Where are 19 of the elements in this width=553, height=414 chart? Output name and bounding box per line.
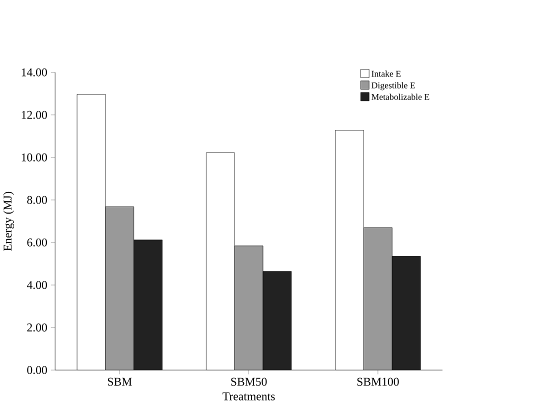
y-tick-label: 12.00 bbox=[22, 111, 47, 120]
y-tick-label: 6.00 bbox=[27, 238, 47, 247]
legend-label: Intake E bbox=[372, 70, 401, 78]
y-tick-label: 8.00 bbox=[27, 196, 47, 204]
y-axis-title: Energy (MJ) bbox=[3, 192, 14, 252]
bar bbox=[105, 206, 134, 370]
x-tick-label: SBM bbox=[108, 378, 132, 386]
bar bbox=[364, 228, 392, 370]
legend-label: Metabolizable E bbox=[372, 94, 430, 100]
x-tick-label: SBM100 bbox=[357, 378, 399, 386]
y-tick-label: 0.00 bbox=[27, 366, 47, 374]
y-tick-label: 14.00 bbox=[22, 68, 47, 77]
y-tick-label: 4.00 bbox=[26, 281, 47, 290]
bar bbox=[234, 246, 263, 370]
x-axis-title: Treatments bbox=[222, 392, 275, 401]
x-tick-label: SBM50 bbox=[231, 378, 267, 386]
y-tick-label: 10.00 bbox=[22, 154, 47, 162]
legend-label: Digestible E bbox=[372, 82, 415, 90]
y-tick-label: 2.00 bbox=[27, 324, 47, 332]
